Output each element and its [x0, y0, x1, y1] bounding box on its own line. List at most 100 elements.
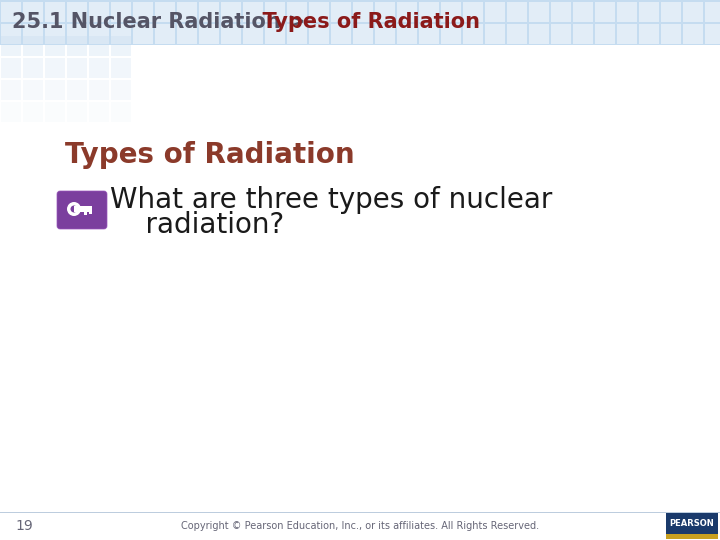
Bar	[177, 2, 197, 22]
Bar	[67, 36, 87, 56]
Bar	[595, 2, 615, 22]
FancyBboxPatch shape	[57, 191, 107, 229]
Bar	[67, 80, 87, 100]
Bar	[45, 2, 65, 22]
Bar	[1, 80, 21, 100]
Bar	[155, 2, 175, 22]
Bar	[45, 80, 65, 100]
Text: 19: 19	[15, 519, 32, 533]
Bar	[23, 36, 43, 56]
Bar	[111, 102, 131, 122]
Bar	[485, 2, 505, 22]
Bar	[111, 36, 131, 56]
Bar	[45, 102, 65, 122]
Bar	[1, 36, 21, 56]
Bar	[199, 2, 219, 22]
Bar	[1, 24, 21, 44]
Bar	[23, 58, 43, 78]
Bar	[221, 2, 241, 22]
Bar	[441, 2, 461, 22]
Text: What are three types of nuclear: What are three types of nuclear	[110, 186, 552, 214]
Bar	[221, 24, 241, 44]
Bar	[397, 24, 417, 44]
Bar	[74, 206, 92, 212]
Bar	[89, 2, 109, 22]
Bar	[243, 24, 263, 44]
Bar	[67, 2, 87, 22]
Bar	[551, 2, 571, 22]
Bar	[419, 2, 439, 22]
Bar	[45, 24, 65, 44]
Bar	[573, 24, 593, 44]
Bar	[683, 2, 703, 22]
Bar	[705, 2, 720, 22]
Bar	[666, 513, 718, 539]
Text: PEARSON: PEARSON	[670, 519, 714, 529]
Bar	[1, 102, 21, 122]
Bar	[309, 24, 329, 44]
Bar	[265, 2, 285, 22]
Bar	[23, 24, 43, 44]
Bar	[375, 2, 395, 22]
Bar	[177, 24, 197, 44]
Bar	[573, 2, 593, 22]
Bar	[595, 24, 615, 44]
Bar	[375, 24, 395, 44]
Bar	[287, 24, 307, 44]
Bar	[419, 24, 439, 44]
Bar	[287, 2, 307, 22]
Bar	[111, 124, 131, 144]
Bar	[89, 24, 109, 44]
Bar	[89, 80, 109, 100]
Bar	[155, 24, 175, 44]
Bar	[529, 24, 549, 44]
Bar	[661, 2, 681, 22]
Bar	[441, 24, 461, 44]
Bar	[529, 2, 549, 22]
Bar	[23, 102, 43, 122]
Bar	[639, 24, 659, 44]
Bar	[353, 24, 373, 44]
Bar	[111, 24, 131, 44]
Bar	[199, 24, 219, 44]
Circle shape	[71, 206, 78, 213]
Bar	[551, 24, 571, 44]
Circle shape	[67, 202, 81, 216]
Bar	[89, 124, 109, 144]
Text: 25.1 Nuclear Radiation >: 25.1 Nuclear Radiation >	[12, 12, 305, 32]
Bar	[507, 2, 527, 22]
Bar	[67, 58, 87, 78]
Bar	[89, 212, 92, 214]
Bar	[705, 24, 720, 44]
Bar	[485, 24, 505, 44]
Bar	[353, 2, 373, 22]
Bar	[111, 58, 131, 78]
Bar	[1, 58, 21, 78]
Bar	[23, 124, 43, 144]
Text: Copyright © Pearson Education, Inc., or its affiliates. All Rights Reserved.: Copyright © Pearson Education, Inc., or …	[181, 521, 539, 531]
Bar	[84, 212, 87, 215]
Bar	[67, 102, 87, 122]
Bar	[45, 124, 65, 144]
Bar	[45, 58, 65, 78]
Bar	[133, 2, 153, 22]
Text: radiation?: radiation?	[110, 211, 284, 239]
Bar	[507, 24, 527, 44]
Bar	[89, 58, 109, 78]
Bar	[1, 2, 21, 22]
Bar	[666, 534, 718, 539]
Bar	[397, 2, 417, 22]
Bar	[67, 24, 87, 44]
Bar	[45, 36, 65, 56]
Bar	[67, 124, 87, 144]
Bar	[89, 102, 109, 122]
Bar	[463, 2, 483, 22]
Bar	[661, 24, 681, 44]
Text: Types of Radiation: Types of Radiation	[65, 141, 355, 169]
Bar	[89, 36, 109, 56]
Bar	[0, 0, 720, 45]
Text: Types of Radiation: Types of Radiation	[248, 12, 480, 32]
Bar	[243, 2, 263, 22]
Bar	[23, 2, 43, 22]
Bar	[309, 2, 329, 22]
